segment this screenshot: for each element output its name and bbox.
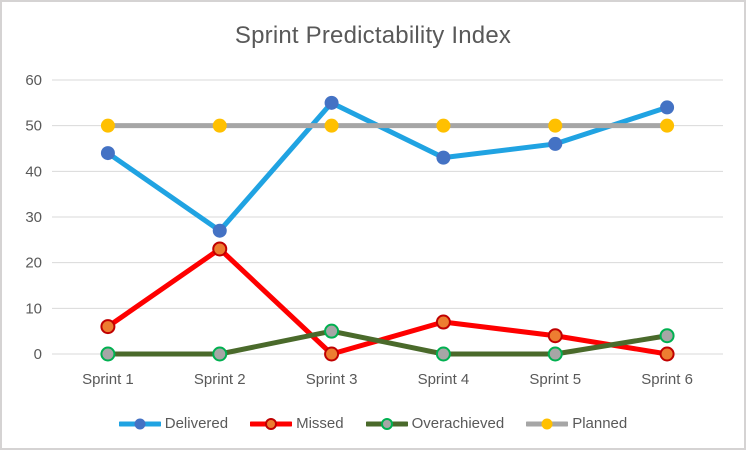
legend-item-overachieved[interactable]: Overachieved [365, 415, 505, 432]
data-point-delivered [660, 100, 675, 115]
legend-item-delivered[interactable]: Delivered [118, 415, 229, 432]
data-point-planned [324, 118, 339, 133]
data-point-missed [212, 241, 228, 257]
series-line-missed [105, 246, 670, 357]
data-point-delivered [100, 146, 115, 161]
data-point-overachieved [435, 346, 451, 362]
y-axis-tick-label: 40 [25, 163, 42, 180]
legend-swatch-icon [526, 418, 569, 429]
data-point-delivered [548, 136, 563, 151]
plot-area[interactable]: 0 10 20 30 40 50 60 Sprint 1 Sprint 2 Sprint 3 Spr… [2, 2, 746, 397]
data-point-overachieved [100, 346, 116, 362]
data-point-planned [100, 118, 115, 133]
chart-legend: Delivered Missed Overachieved Planned [2, 415, 744, 432]
x-axis-category-label: Sprint 2 [194, 371, 246, 388]
x-axis-category-label: Sprint 5 [529, 371, 581, 388]
data-point-overachieved [324, 323, 340, 339]
legend-label: Missed [296, 415, 344, 432]
legend-item-missed[interactable]: Missed [250, 415, 344, 432]
data-point-planned [660, 118, 675, 133]
y-axis-tick-label: 50 [25, 118, 42, 135]
data-point-overachieved [659, 328, 675, 344]
x-axis-category-label: Sprint 1 [82, 371, 134, 388]
legend-swatch-icon [250, 417, 293, 430]
data-point-planned [436, 118, 451, 133]
x-axis-category-label: Sprint 6 [641, 371, 693, 388]
data-point-missed [100, 319, 116, 335]
x-axis-category-label: Sprint 4 [418, 371, 470, 388]
y-axis-tick-label: 10 [25, 300, 42, 317]
y-axis-tick-label: 20 [25, 255, 42, 272]
data-point-overachieved [547, 346, 563, 362]
legend-label: Planned [572, 415, 628, 432]
series-line-delivered [105, 100, 670, 234]
legend-swatch-icon [118, 418, 161, 429]
series-line-overachieved [105, 328, 670, 357]
legend-swatch-icon [365, 417, 408, 430]
legend-label: Delivered [164, 415, 229, 432]
legend-label: Overachieved [411, 415, 505, 432]
y-axis-tick-label: 60 [25, 72, 42, 89]
data-point-missed [547, 328, 563, 344]
data-point-missed [659, 346, 675, 362]
data-point-planned [548, 118, 563, 133]
data-point-overachieved [212, 346, 228, 362]
x-axis-category-label: Sprint 3 [306, 371, 358, 388]
y-axis-tick-label: 0 [34, 346, 42, 363]
legend-item-planned[interactable]: Planned [526, 415, 627, 432]
data-point-planned [212, 118, 227, 133]
y-axis-tick-label: 30 [25, 209, 42, 226]
data-point-missed [324, 346, 340, 362]
data-point-delivered [324, 95, 339, 110]
data-point-delivered [212, 223, 227, 238]
chart-title[interactable]: Sprint Predictability Index [234, 22, 512, 49]
data-point-missed [435, 314, 451, 330]
data-point-delivered [436, 150, 451, 165]
